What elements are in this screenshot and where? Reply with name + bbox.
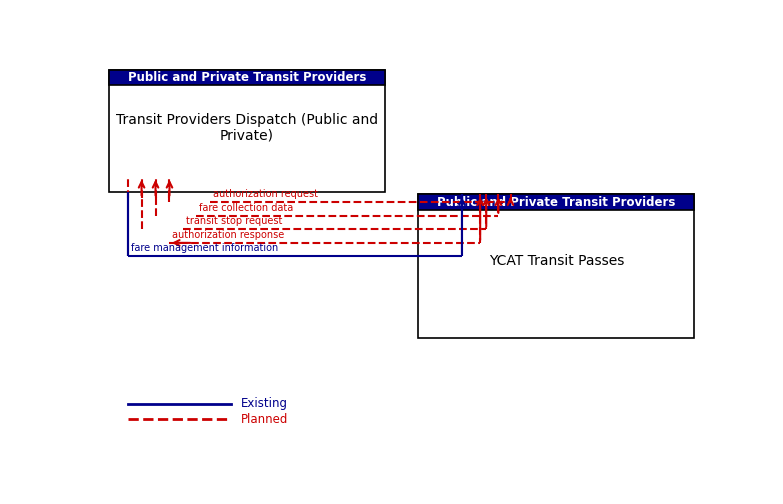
Bar	[418, 195, 695, 210]
Text: Public and Private Transit Providers: Public and Private Transit Providers	[437, 196, 676, 209]
Text: fare management information: fare management information	[132, 243, 279, 254]
Text: fare collection data: fare collection data	[199, 203, 294, 213]
Bar	[109, 70, 385, 193]
Text: transit stop request: transit stop request	[186, 216, 282, 226]
Text: YCAT Transit Passes: YCAT Transit Passes	[489, 255, 624, 268]
Text: Transit Providers Dispatch (Public and
Private): Transit Providers Dispatch (Public and P…	[116, 113, 378, 143]
Text: Planned: Planned	[240, 413, 288, 426]
Text: authorization response: authorization response	[172, 230, 284, 240]
Text: authorization request: authorization request	[213, 189, 318, 199]
Bar	[109, 70, 385, 85]
Text: Existing: Existing	[240, 398, 287, 410]
Text: Public and Private Transit Providers: Public and Private Transit Providers	[128, 71, 366, 84]
Bar	[418, 195, 695, 338]
